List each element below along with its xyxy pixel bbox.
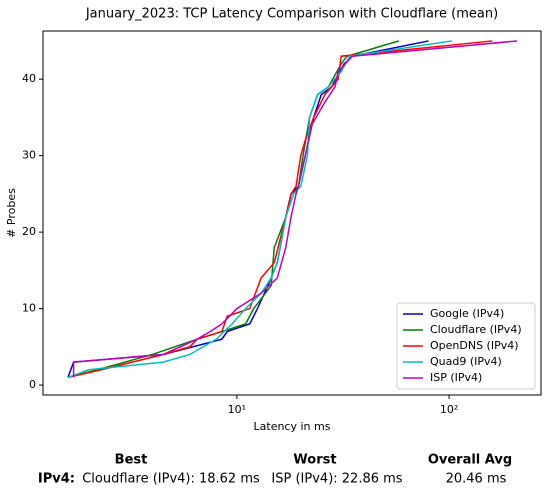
x-axis-label: Latency in ms bbox=[254, 420, 331, 433]
data-line bbox=[67, 40, 429, 378]
summary-cell: Cloudflare (IPv4): 18.62 ms bbox=[82, 472, 260, 487]
y-axis-label: # Probes bbox=[5, 188, 18, 238]
y-tick-label: 40 bbox=[22, 72, 36, 85]
summary-cell: ISP (IPv4): 22.86 ms bbox=[271, 472, 402, 487]
x-tick-label: 10² bbox=[440, 403, 458, 416]
summary-cell: 20.46 ms bbox=[446, 472, 507, 487]
summary-header: Worst bbox=[293, 453, 336, 468]
y-tick-label: 20 bbox=[22, 225, 36, 238]
data-line bbox=[67, 40, 400, 379]
x-tick-label: 10¹ bbox=[228, 403, 246, 416]
y-tick-label: 0 bbox=[29, 378, 36, 391]
legend-label: OpenDNS (IPv4) bbox=[430, 339, 519, 352]
legend-label: ISP (IPv4) bbox=[430, 371, 482, 384]
plot-area bbox=[42, 30, 542, 396]
legend-label: Quad9 (IPv4) bbox=[430, 355, 502, 368]
summary-row-label: IPv4: bbox=[38, 472, 75, 487]
legend-label: Cloudflare (IPv4) bbox=[430, 323, 522, 336]
legend-box bbox=[396, 302, 536, 390]
y-tick-label: 30 bbox=[22, 149, 36, 162]
chart-title: January_2023: TCP Latency Comparison wit… bbox=[85, 7, 498, 22]
data-line bbox=[67, 40, 493, 379]
data-line bbox=[72, 40, 518, 378]
y-tick-label: 10 bbox=[22, 302, 36, 315]
data-line bbox=[67, 40, 452, 379]
legend-label: Google (IPv4) bbox=[430, 307, 504, 320]
summary-header: Overall Avg bbox=[428, 453, 512, 468]
summary-header: Best bbox=[115, 453, 148, 468]
